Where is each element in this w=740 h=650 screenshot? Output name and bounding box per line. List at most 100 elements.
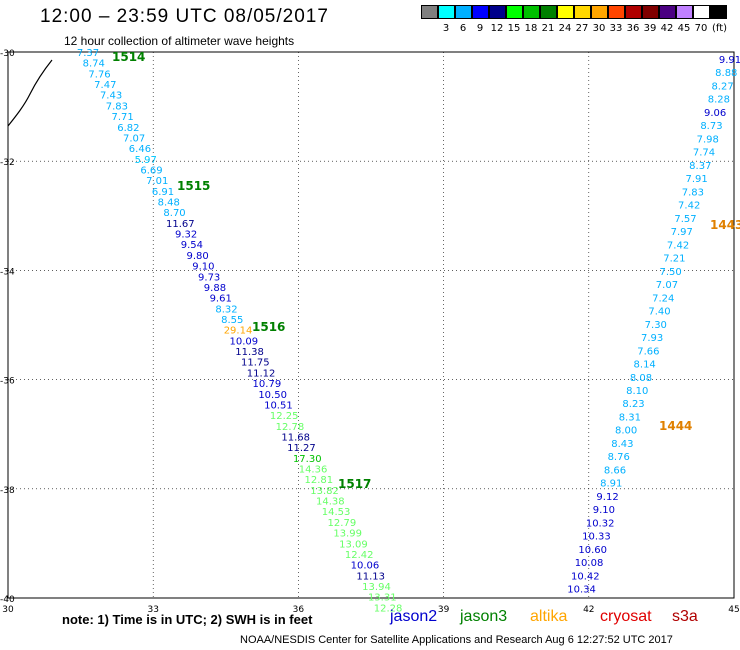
track-point-west: 9.54 xyxy=(181,240,203,251)
track-point-east: 10.42 xyxy=(571,571,600,582)
lon-tick-label: 45 xyxy=(728,605,739,615)
track-point-west: 7.76 xyxy=(88,69,110,80)
track-point-east: 8.76 xyxy=(608,452,630,463)
track-point-east: 8.27 xyxy=(711,81,733,92)
track-point-west: 7.07 xyxy=(123,133,145,144)
track-point-west: 14.53 xyxy=(322,507,351,518)
track-point-west: 9.10 xyxy=(192,262,214,273)
lat-tick-label: -30 xyxy=(0,49,15,59)
track-point-west: 8.32 xyxy=(215,304,237,315)
track-point-west: 7.37 xyxy=(77,48,99,59)
lat-tick-label: -34 xyxy=(0,267,15,277)
track-point-west: 11.38 xyxy=(235,347,264,358)
track-point-west: 7.43 xyxy=(100,91,122,102)
track-point-east: 7.40 xyxy=(648,307,670,318)
track-point-east: 7.57 xyxy=(674,214,696,225)
track-point-east: 7.42 xyxy=(667,240,689,251)
track-point-west: 10.50 xyxy=(258,390,287,401)
track-point-east: 10.08 xyxy=(575,558,604,569)
track-point-west: 9.88 xyxy=(204,283,226,294)
track-point-east: 10.33 xyxy=(582,532,611,543)
scale-swatch xyxy=(540,5,557,19)
scale-label: 70 xyxy=(694,23,708,34)
footer-credit: NOAA/NESDIS Center for Satellite Applica… xyxy=(240,634,673,646)
track-point-east: 7.98 xyxy=(697,134,719,145)
track-point-west: 12.25 xyxy=(270,411,299,422)
track-point-west: 8.70 xyxy=(163,208,185,219)
track-point-east: 8.28 xyxy=(708,95,730,106)
track-point-east: 7.83 xyxy=(682,187,704,198)
track-point-west: 13.82 xyxy=(310,486,339,497)
track-point-east: 9.10 xyxy=(593,505,615,516)
track-point-east: 8.43 xyxy=(611,439,633,450)
lon-tick-label: 39 xyxy=(438,605,450,615)
track-point-west: 12.42 xyxy=(345,550,374,561)
track-point-east: 8.23 xyxy=(622,399,644,410)
track-point-west: 6.82 xyxy=(117,123,139,134)
track-point-east: 7.50 xyxy=(660,267,682,278)
scale-label: 6 xyxy=(459,23,467,34)
satellite-legend-altika: altika xyxy=(530,608,568,625)
scale-label: 3 xyxy=(442,23,450,34)
track-point-west: 13.09 xyxy=(339,539,368,550)
lon-tick-label: 33 xyxy=(147,605,158,615)
track-point-east: 8.31 xyxy=(619,412,641,423)
track-point-west: 13.99 xyxy=(333,529,362,540)
scale-swatch xyxy=(506,5,523,19)
track-point-east: 7.93 xyxy=(641,333,663,344)
scale-label: 36 xyxy=(626,23,640,34)
track-point-east: 8.00 xyxy=(615,426,637,437)
track-point-west: 9.61 xyxy=(210,294,232,305)
pass-label: 1444 xyxy=(659,419,692,433)
map-subtitle: 12 hour collection of altimeter wave hei… xyxy=(64,34,295,48)
track-point-west: 14.38 xyxy=(316,497,345,508)
track-point-east: 10.34 xyxy=(567,585,596,596)
map-title: 12:00 – 23:59 UTC 08/05/2017 xyxy=(40,6,329,27)
lat-tick-label: -38 xyxy=(0,486,15,496)
scale-label: 39 xyxy=(643,23,657,34)
scale-swatch xyxy=(710,5,727,19)
lon-tick-label: 30 xyxy=(2,605,14,615)
track-point-west: 8.74 xyxy=(83,59,105,70)
scale-swatch xyxy=(472,5,489,19)
track-point-west: 13.94 xyxy=(362,582,391,593)
track-point-west: 11.67 xyxy=(166,219,195,230)
track-point-west: 12.79 xyxy=(328,518,357,529)
track-point-west: 11.13 xyxy=(356,571,385,582)
scale-swatch xyxy=(642,5,659,19)
track-point-east: 7.74 xyxy=(693,148,715,159)
track-point-west: 11.27 xyxy=(287,443,316,454)
satellite-legend-jason2: jason2 xyxy=(390,608,438,625)
track-point-west: 6.69 xyxy=(140,165,162,176)
track-point-west: 12.28 xyxy=(374,603,403,614)
track-point-east: 10.60 xyxy=(578,545,607,556)
scale-swatch xyxy=(608,5,625,19)
track-point-east: 8.08 xyxy=(630,373,652,384)
scale-swatch xyxy=(557,5,574,19)
scale-label: 9 xyxy=(476,23,484,34)
track-point-east: 9.12 xyxy=(596,492,618,503)
track-point-east: 7.91 xyxy=(685,174,707,185)
scale-label: 15 xyxy=(507,23,521,34)
track-point-west: 12.81 xyxy=(304,475,333,486)
track-point-east: 8.66 xyxy=(604,465,626,476)
scale-label: 27 xyxy=(575,23,589,34)
track-point-west: 11.75 xyxy=(241,358,270,369)
pass-label: 1516 xyxy=(252,320,285,334)
track-point-east: 7.24 xyxy=(652,293,674,304)
scale-swatch xyxy=(591,5,608,19)
scale-swatch xyxy=(659,5,676,19)
track-point-west: 7.01 xyxy=(146,176,168,187)
track-point-west: 9.80 xyxy=(186,251,208,262)
track-point-east: 9.91 xyxy=(719,55,740,66)
track-point-west: 7.47 xyxy=(94,80,116,91)
track-point-east: 7.21 xyxy=(663,254,685,265)
map-frame xyxy=(7,51,735,599)
scale-swatch xyxy=(421,5,438,19)
lat-tick-label: -32 xyxy=(0,158,15,168)
lat-tick-label: -40 xyxy=(0,595,15,605)
track-point-west: 12.78 xyxy=(276,422,305,433)
lon-tick-label: 36 xyxy=(293,605,305,615)
track-point-west: 10.06 xyxy=(351,561,380,572)
